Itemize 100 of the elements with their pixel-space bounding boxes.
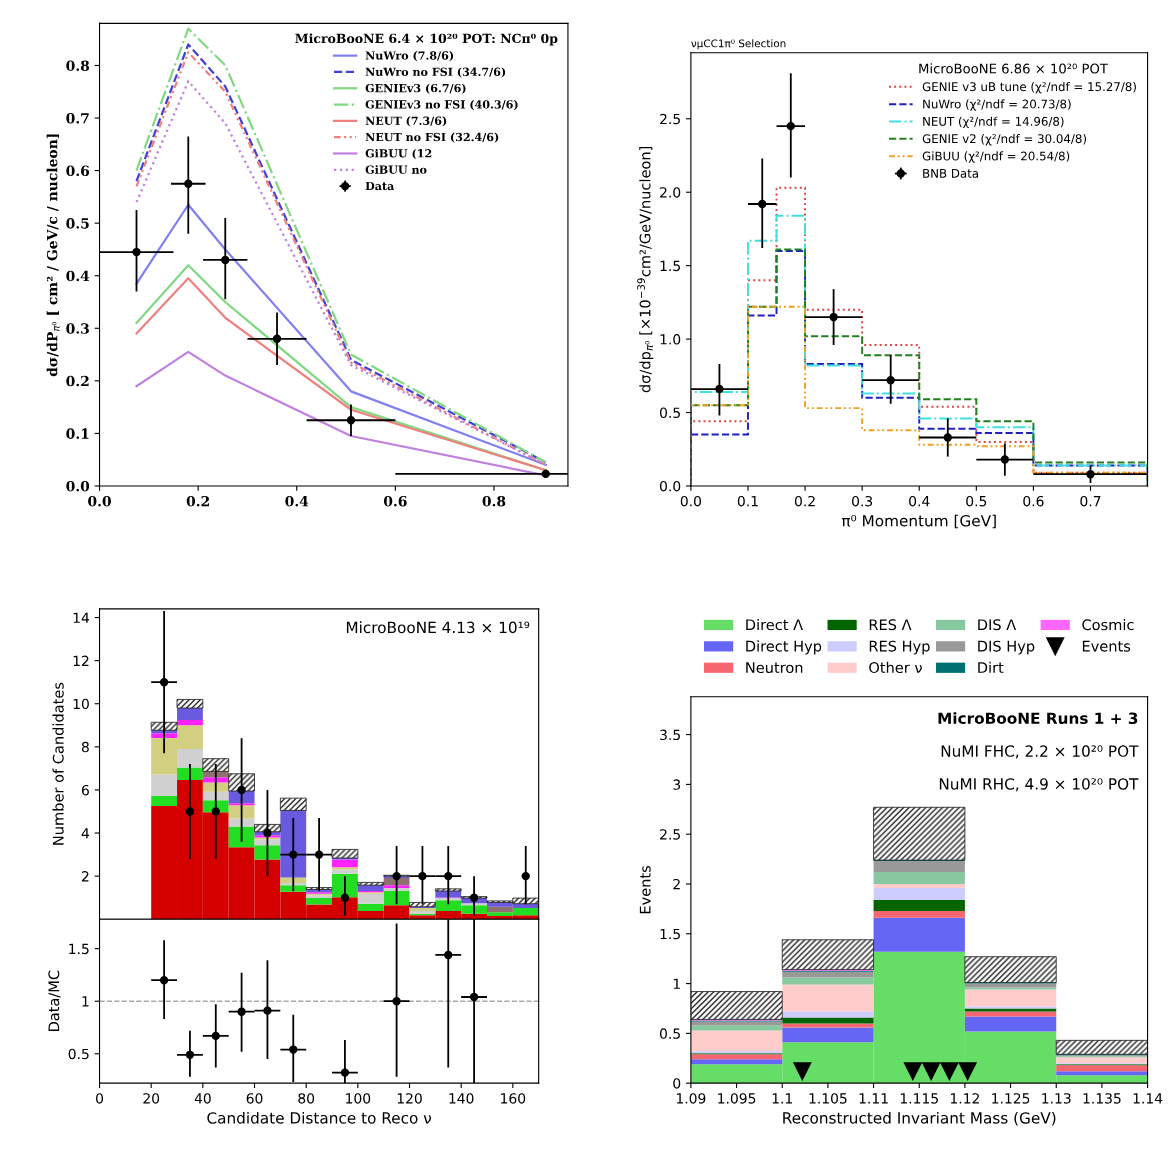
legend-label: Cosmic — [1082, 618, 1134, 631]
annotation: NuMI FHC, 2.2 × 10²⁰ POT — [941, 745, 1139, 759]
x-tick-label: 0.8 — [482, 495, 506, 507]
legend-label: Direct Λ — [746, 618, 803, 631]
y-tick-label: 1 — [82, 996, 89, 1007]
x-tick-label: 1.135 — [1083, 1093, 1121, 1104]
legend-label: NEUT (7.3/6) — [365, 116, 447, 127]
y-tick-label: 2 — [673, 878, 680, 890]
x-tick-label: 0.4 — [909, 495, 930, 507]
y-tick-label: 2.5 — [660, 829, 680, 840]
x-tick-label: 0.5 — [966, 495, 987, 507]
x-tick-label: 160 — [501, 1093, 526, 1104]
y-tick-label: 12 — [73, 655, 89, 666]
x-tick-label: 1.125 — [992, 1093, 1030, 1104]
x-tick-label: 1.12 — [950, 1093, 979, 1104]
legend-label: DIS Λ — [978, 619, 1017, 631]
y-tick-label: 2.5 — [660, 113, 680, 125]
legend-title: MicroBooNE 6.4 × 10²⁰ POT: NCπ⁰ 0p — [295, 33, 558, 46]
x-tick-label: 0.6 — [1023, 495, 1044, 507]
legend-label: GENIE v2 (χ²/ndf = 30.04/8) — [922, 133, 1086, 146]
y-tick-label: 4 — [81, 828, 90, 839]
annotation: NuMI RHC, 4.9 × 10²⁰ POT — [939, 778, 1139, 792]
y-tick-label: 2.0 — [660, 187, 681, 198]
x-tick-label: 120 — [397, 1093, 422, 1104]
x-tick-label: 0.2 — [794, 495, 815, 507]
x-tick-label: 1.1 — [772, 1093, 792, 1104]
y-axis-title: Data/MC — [48, 970, 61, 1032]
y-tick-label: 0.5 — [660, 407, 680, 418]
y-tick-label: 1.5 — [69, 943, 89, 955]
x-tick-label: 80 — [298, 1093, 315, 1104]
x-tick-label: 1.11 — [859, 1093, 888, 1104]
legend-label: NuWro (7.8/6) — [365, 51, 454, 62]
x-tick-label: 0.1 — [737, 495, 758, 507]
y-tick-label: 0.5 — [660, 1028, 680, 1039]
legend-label: RES Λ — [869, 619, 912, 631]
y-tick-label: 0.7 — [66, 113, 89, 124]
legend-label: NuWro (χ²/ndf = 20.73/8) — [923, 99, 1071, 111]
legend-label: GiBUU (12 — [365, 148, 432, 160]
y-tick-label: 0.0 — [66, 480, 90, 492]
annotation: MicroBooNE Runs 1 + 3 — [938, 712, 1138, 725]
legend-label: BNB Data — [923, 169, 978, 178]
legend-label: NEUT (χ²/ndf = 14.96/8) — [923, 116, 1064, 129]
legend-label: RES Hyp — [869, 640, 930, 655]
x-tick-label: 140 — [449, 1093, 474, 1104]
x-axis-title: Candidate Distance to Reco ν — [207, 1111, 432, 1124]
y-tick-label: 0.8 — [66, 60, 90, 71]
x-tick-label: 0.2 — [186, 495, 209, 507]
x-tick-label: 1.14 — [1133, 1093, 1163, 1104]
y-tick-label: 14 — [73, 612, 90, 623]
annotation: MicroBooNE 4.13 × 10¹⁹ — [346, 621, 530, 634]
y-tick-label: 0.5 — [68, 1048, 89, 1060]
legend-label: Other ν — [869, 661, 922, 674]
y-tick-label: 0.0 — [660, 480, 681, 492]
y-tick-label: 6 — [81, 784, 89, 796]
legend-label: GENIEv3 no FSI (40.3/6) — [365, 100, 518, 111]
y-tick-label: 2 — [81, 871, 89, 882]
y-axis-title: dσ/dp$_{π⁰}$ [×10$^{−39}$cm²/GeV/nucleon] — [637, 146, 654, 393]
legend-label: GiBUU (χ²/ndf = 20.54/8) — [922, 151, 1070, 163]
x-tick-label: 20 — [143, 1093, 160, 1104]
y-tick-label: 0 — [673, 1078, 681, 1089]
x-tick-label: 1.115 — [900, 1093, 938, 1104]
legend-title: MicroBooNE 6.86 × 10²⁰ POT — [919, 63, 1108, 74]
y-tick-label: 0.3 — [66, 323, 89, 334]
y-tick-label: 10 — [73, 698, 89, 710]
x-tick-label: 40 — [194, 1093, 211, 1104]
x-tick-label: 1.09 — [676, 1093, 706, 1104]
x-axis-title: Reconstructed Invariant Mass (GeV) — [783, 1111, 1056, 1126]
y-tick-label: 0.4 — [66, 270, 90, 282]
y-tick-label: 0.2 — [66, 375, 89, 387]
y-tick-label: 0.5 — [66, 218, 89, 229]
legend-label: Dirt — [978, 661, 1004, 673]
y-axis-title: Events — [639, 865, 651, 914]
chart-title: νμCC1π⁰ Selection — [691, 39, 786, 50]
y-axis-title: Number of Candidates — [52, 682, 64, 845]
x-tick-label: 0.6 — [383, 495, 407, 507]
y-tick-label: 0.1 — [66, 428, 89, 439]
legend-label: GENIE v3 uB tune (χ²/ndf = 15.27/8) — [922, 81, 1136, 94]
legend-label: Neutron — [746, 662, 803, 674]
y-tick-label: 1.0 — [660, 334, 681, 345]
x-tick-label: 1.095 — [718, 1093, 756, 1104]
x-tick-label: 1.105 — [809, 1093, 847, 1104]
y-tick-label: 3.5 — [660, 729, 680, 741]
legend-label: Events — [1082, 640, 1131, 652]
x-axis-title: π⁰ Momentum [GeV] — [841, 514, 996, 529]
y-tick-label: 8 — [81, 741, 89, 753]
legend-label: Data — [365, 181, 395, 191]
x-tick-label: 100 — [346, 1093, 371, 1104]
y-tick-label: 0.6 — [66, 165, 90, 177]
legend-label: GiBUU no — [365, 165, 427, 174]
legend-label: NuWro no FSI (34.7/6) — [365, 67, 506, 78]
x-tick-label: 0.4 — [285, 495, 309, 507]
x-tick-label: 0 — [96, 1093, 104, 1104]
x-tick-label: 60 — [246, 1093, 263, 1104]
legend-label: Direct Hyp — [746, 640, 822, 655]
y-tick-label: 3 — [673, 779, 681, 790]
x-tick-label: 0.7 — [1080, 495, 1101, 507]
x-tick-label: 0.3 — [852, 495, 873, 507]
y-tick-label: 1.5 — [660, 260, 680, 272]
legend-label: DIS Hyp — [978, 640, 1035, 655]
x-tick-label: 1.13 — [1042, 1093, 1071, 1104]
